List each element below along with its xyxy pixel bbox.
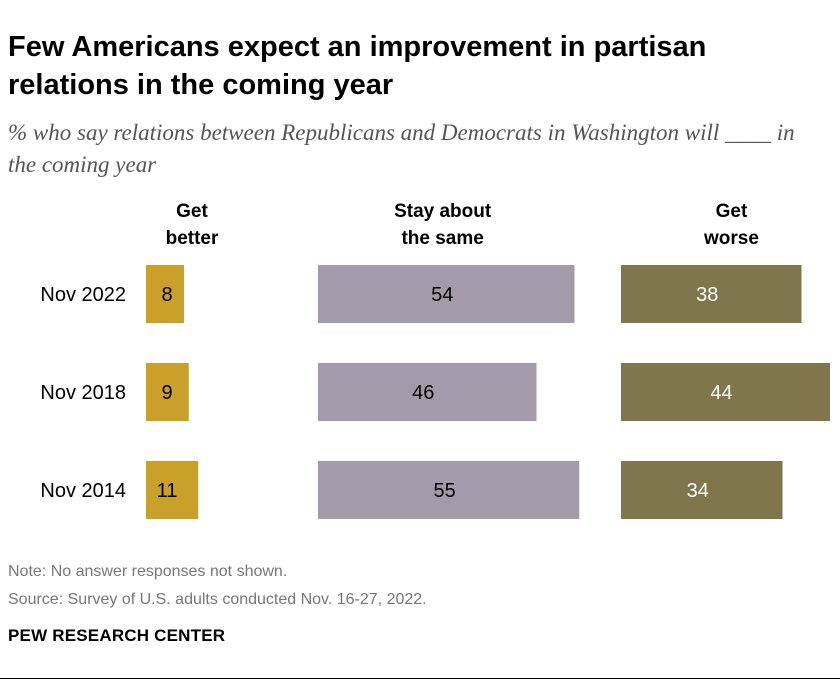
row-labels: Nov 2022 Nov 2018 Nov 2014 [40, 284, 126, 502]
bar-stay-about-the-same-nov-2018 [318, 363, 537, 421]
value-label-stay-about-the-same-nov-2022: 54 [431, 284, 453, 306]
bar-stay-about-the-same-nov-2022 [318, 265, 575, 323]
bar-get-better-nov-2022 [146, 265, 184, 323]
value-label-get-better-nov-2014: 11 [157, 480, 178, 502]
value-label-stay-about-the-same-nov-2014: 55 [434, 480, 456, 502]
value-label-get-better-nov-2022: 8 [161, 284, 172, 306]
column-header-get-worse: Get worse [703, 201, 759, 249]
bar-chart: Get better Stay about the same Get worse Nov … [40, 201, 830, 519]
bar-stay-about-the-same-nov-2014 [318, 461, 580, 519]
brand-logo-text: PEW RESEARCH CENTER [8, 626, 226, 645]
bar-get-worse-nov-2022 [621, 265, 802, 323]
value-label-get-worse-nov-2022: 38 [696, 284, 718, 306]
value-label-get-worse-nov-2014: 34 [687, 480, 709, 502]
column-header-get-better: Get better [166, 201, 219, 249]
chart-source: Source: Survey of U.S. adults conducted … [8, 591, 427, 608]
bars [146, 265, 830, 519]
bar-get-better-nov-2014 [146, 461, 199, 519]
value-label-get-better-nov-2018: 9 [161, 382, 172, 404]
bottom-divider [0, 678, 840, 679]
chart-title: Few Americans expect an improvement in p… [8, 31, 707, 101]
row-label-nov-2022: Nov 2022 [40, 284, 126, 306]
value-labels: 8 9 11 54 46 55 38 44 34 [157, 284, 733, 502]
row-label-nov-2018: Nov 2018 [40, 382, 126, 404]
value-label-stay-about-the-same-nov-2018: 46 [412, 382, 434, 404]
row-label-nov-2014: Nov 2014 [40, 480, 126, 502]
bar-get-worse-nov-2014 [621, 461, 783, 519]
bar-get-worse-nov-2018 [621, 363, 830, 421]
chart-note: Note: No answer responses not shown. [8, 563, 288, 580]
column-headers: Get better Stay about the same Get worse [166, 201, 759, 249]
chart-subtitle: % who say relations between Republicans … [8, 120, 795, 177]
column-header-stay-about-the-same: Stay about the same [394, 201, 492, 249]
bar-get-better-nov-2018 [146, 363, 189, 421]
value-label-get-worse-nov-2018: 44 [710, 382, 732, 404]
